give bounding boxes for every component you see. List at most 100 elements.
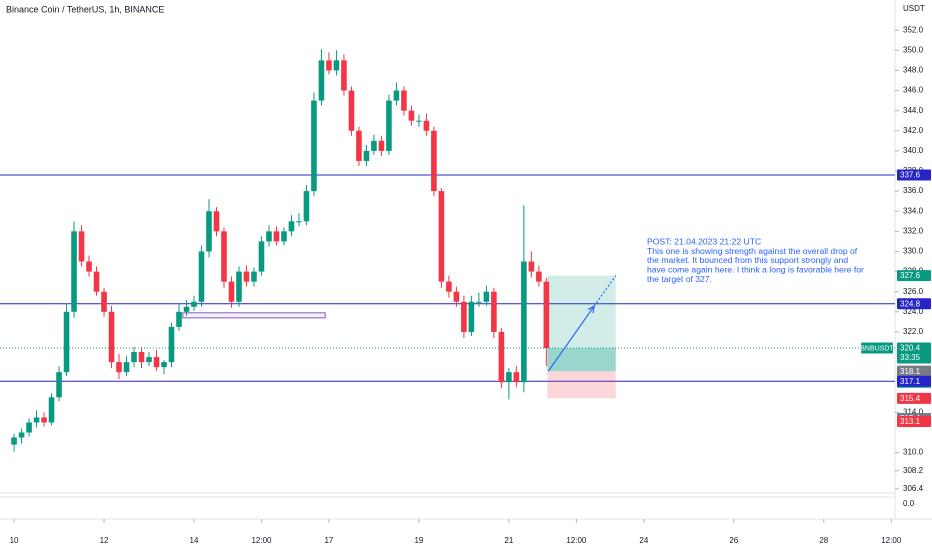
candle-body: [371, 140, 377, 151]
y-tick-label: 310.0: [903, 448, 924, 457]
candle-body: [521, 261, 527, 383]
candle-body: [18, 432, 25, 438]
candle-body: [341, 60, 347, 91]
candle-body: [221, 231, 227, 282]
candle-body: [153, 357, 160, 368]
axis-price-label-bg: [897, 365, 931, 377]
candle-body: [48, 397, 55, 423]
y-tick-label: 342.0: [903, 126, 924, 135]
candle-body: [146, 357, 152, 363]
axis-price-label-bg: [897, 270, 931, 282]
candle-body: [236, 271, 242, 302]
y-tick-label: 332.0: [903, 226, 924, 235]
candle-body: [446, 281, 452, 292]
y-tick-label: 306.4: [903, 484, 924, 493]
candle-body: [483, 291, 490, 302]
candle-body: [288, 221, 295, 232]
candle-body: [356, 130, 362, 161]
candle-body: [176, 311, 182, 327]
candle-body: [116, 362, 122, 373]
y-tick-label: 352.0: [903, 25, 924, 34]
x-tick-label: 12:00: [566, 536, 587, 545]
level-label: 337.6: [900, 171, 921, 180]
candle-body: [348, 90, 355, 131]
y-tick-label: 348.0: [903, 66, 924, 75]
candle-body: [498, 331, 505, 383]
candle-body: [71, 231, 77, 312]
candle-body: [266, 231, 272, 242]
candle-body: [491, 291, 497, 332]
arrow-line: [547, 305, 595, 372]
candle-body: [161, 362, 167, 368]
candle-body: [63, 311, 70, 373]
candle-body: [416, 120, 422, 122]
axis-price-label: 327.6: [900, 271, 921, 280]
candle-body: [468, 301, 475, 332]
y-tick-label: 336.0: [903, 186, 924, 195]
symbol-bg: [861, 342, 893, 354]
candle-body: [281, 231, 287, 242]
x-tick-label: 10: [10, 536, 19, 545]
y-tick-label: 322.0: [903, 327, 924, 336]
y-tick-label: 330.0: [903, 247, 924, 256]
candle-body: [438, 191, 445, 282]
countdown: 33:35: [900, 353, 921, 362]
level-label-bg: [897, 169, 931, 181]
level-label-bg: [897, 298, 931, 310]
level-label-bg: [897, 375, 931, 387]
candle-body: [303, 191, 310, 222]
x-tick-label: 12:00: [881, 536, 902, 545]
candle-body: [168, 326, 175, 363]
candle-body: [213, 211, 220, 232]
x-tick-label: 24: [639, 536, 648, 545]
candle-body: [333, 60, 340, 71]
x-tick-label: 12: [100, 536, 109, 545]
candle-body: [431, 130, 437, 192]
y-tick-label: 314.0: [903, 408, 924, 417]
level-label: 324.8: [900, 299, 921, 308]
candle-body: [393, 90, 400, 101]
candle-body: [506, 372, 512, 383]
axis-price-label-bg: [897, 392, 931, 404]
candle-body: [101, 291, 107, 312]
y-tick-label: 308.2: [903, 466, 924, 475]
candle-body: [386, 100, 392, 151]
candle-body: [528, 261, 535, 272]
annotation-line: This one is showing strength against the…: [647, 246, 858, 256]
x-tick-label: 19: [414, 536, 423, 545]
annotation-line: have come again here. I think a long is …: [647, 265, 864, 275]
symbol-label: BNBUSDT: [860, 345, 894, 352]
candle-body: [543, 281, 550, 349]
y-tick-label: 324.0: [903, 307, 924, 316]
y-tick-label: 340.0: [903, 146, 924, 155]
x-tick-label: 12:00: [251, 536, 272, 545]
candle-body: [318, 60, 325, 101]
candle-body: [41, 417, 47, 423]
candle-body: [273, 231, 280, 242]
x-tick-label: 21: [504, 536, 513, 545]
y-tick-label: 326.0: [903, 287, 924, 296]
candle-body: [11, 437, 17, 445]
candle-body: [258, 241, 265, 272]
candle-body: [183, 306, 190, 312]
x-tick-label: 28: [819, 536, 828, 545]
candle-body: [191, 301, 197, 307]
candle-body: [26, 422, 32, 433]
candle-body: [311, 100, 317, 192]
last-price-label: 320.4: [900, 344, 921, 353]
candle-body: [251, 271, 257, 282]
chart-title: Binance Coin / TetherUS, 1h, BINANCE: [6, 4, 164, 14]
annotation-line: the market. It bounced from this support…: [647, 255, 848, 265]
y-tick-label: 350.0: [903, 45, 924, 54]
candle-body: [401, 90, 407, 111]
last-price-bg: [897, 342, 931, 364]
arrow-head: [587, 305, 595, 314]
candle-body: [453, 291, 460, 302]
candle-body: [206, 211, 212, 252]
zone: [182, 312, 326, 319]
candle-body: [363, 150, 370, 161]
candle-body: [198, 251, 205, 302]
candle-body: [476, 301, 482, 303]
